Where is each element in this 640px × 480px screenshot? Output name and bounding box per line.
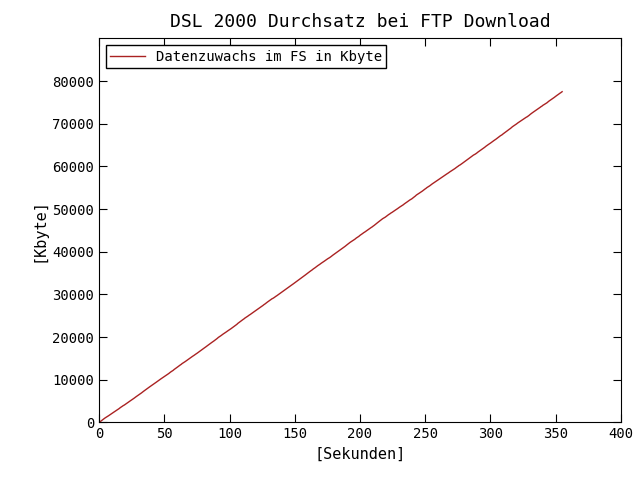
- Datenzuwachs im FS in Kbyte: [558, 89, 566, 95]
- Datenzuwachs im FS in Kbyte: [209, 339, 216, 345]
- Datenzuwachs im FS in Kbyte: [95, 420, 103, 425]
- Datenzuwachs im FS in Kbyte: [399, 202, 407, 208]
- X-axis label: [Sekunden]: [Sekunden]: [314, 447, 406, 462]
- Datenzuwachs im FS in Kbyte: [226, 327, 234, 333]
- Line: Datenzuwachs im FS in Kbyte: Datenzuwachs im FS in Kbyte: [99, 92, 562, 422]
- Datenzuwachs im FS in Kbyte: [456, 162, 463, 168]
- Title: DSL 2000 Durchsatz bei FTP Download: DSL 2000 Durchsatz bei FTP Download: [170, 13, 550, 31]
- Datenzuwachs im FS in Kbyte: [242, 315, 250, 321]
- Y-axis label: [Kbyte]: [Kbyte]: [32, 198, 47, 263]
- Datenzuwachs im FS in Kbyte: [513, 121, 520, 127]
- Legend: Datenzuwachs im FS in Kbyte: Datenzuwachs im FS in Kbyte: [106, 45, 387, 68]
